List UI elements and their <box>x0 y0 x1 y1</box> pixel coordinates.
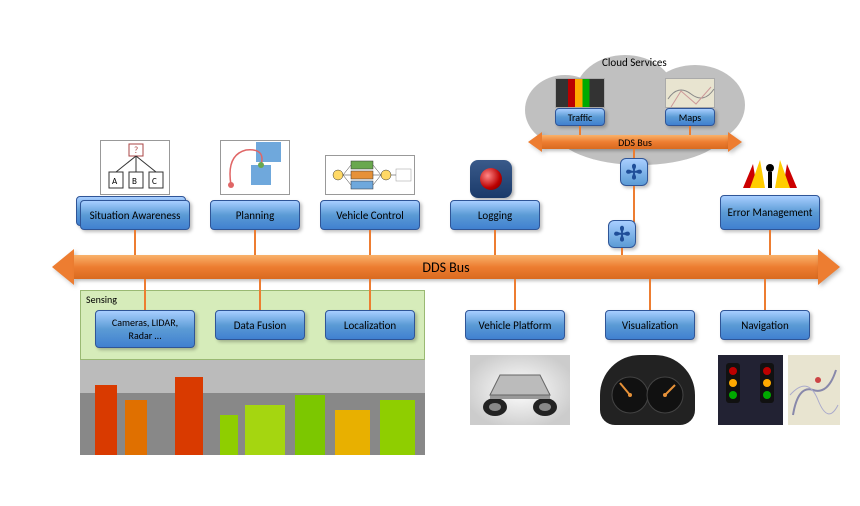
maps-thumb <box>665 78 715 108</box>
connector <box>514 279 516 310</box>
node-label: Data Fusion <box>234 319 286 332</box>
sensing-label: Sensing <box>86 293 117 306</box>
main-bus-label: DDS Bus <box>422 259 469 276</box>
connector <box>633 186 635 222</box>
node-platform: Vehicle Platform <box>465 310 565 340</box>
connector <box>369 279 371 310</box>
node-maps: Maps <box>665 108 715 126</box>
router-bottom <box>608 220 636 248</box>
connector <box>259 279 261 310</box>
chassis-image <box>470 355 570 425</box>
cloud-bus: DDS Bus <box>542 135 728 149</box>
dashboard-image <box>600 355 695 425</box>
cloud-bus-arrow-left <box>528 132 542 152</box>
svg-text:A: A <box>112 176 118 187</box>
main-bus-arrow-right <box>818 249 840 285</box>
node-errormgmt: Error Management <box>720 195 820 230</box>
node-situation: Situation Awareness <box>80 200 190 230</box>
planning-icon <box>220 140 290 195</box>
node-label: Situation Awareness <box>90 209 181 222</box>
connector <box>689 126 691 135</box>
connector <box>144 279 146 310</box>
connector <box>764 279 766 310</box>
node-label: Cameras, LIDAR, Radar … <box>100 316 190 342</box>
logging-icon <box>470 160 512 198</box>
connector <box>579 126 581 135</box>
situation-icon: ? A B C <box>100 140 170 195</box>
node-fusion: Data Fusion <box>215 310 305 340</box>
connector <box>769 230 771 258</box>
router-top <box>620 158 648 186</box>
node-label: Vehicle Control <box>336 209 404 222</box>
nav-map-image <box>788 355 840 425</box>
cloud-label: Cloud Services <box>602 56 667 69</box>
vehctrl-icon <box>325 155 415 195</box>
node-label: Traffic <box>568 111 593 124</box>
node-label: Visualization <box>622 319 678 332</box>
node-label: Logging <box>478 209 512 222</box>
connector <box>134 230 136 258</box>
svg-text:?: ? <box>134 145 138 156</box>
main-bus-arrow-left <box>52 249 74 285</box>
connector <box>633 149 635 158</box>
node-label: Localization <box>344 319 396 332</box>
connector <box>494 230 496 258</box>
connector <box>649 279 651 310</box>
node-label: Planning <box>236 209 275 222</box>
node-planning: Planning <box>210 200 300 230</box>
node-label: Error Management <box>728 206 813 219</box>
nav-lights-image <box>718 355 783 425</box>
connector <box>369 230 371 258</box>
sensing-scene-image <box>80 360 425 455</box>
cloud-bus-arrow-right <box>728 132 742 152</box>
node-local: Localization <box>325 310 415 340</box>
node-vehctrl: Vehicle Control <box>320 200 420 230</box>
main-bus: DDS Bus <box>74 255 818 279</box>
errormgmt-icon <box>735 158 805 196</box>
node-viz: Visualization <box>605 310 695 340</box>
svg-text:B: B <box>132 176 137 187</box>
cloud-bus-label: DDS Bus <box>618 136 652 149</box>
node-nav: Navigation <box>720 310 810 340</box>
node-label: Navigation <box>741 319 789 332</box>
node-cameras: Cameras, LIDAR, Radar … <box>95 310 195 348</box>
node-traffic: Traffic <box>555 108 605 126</box>
connector <box>254 230 256 258</box>
node-label: Maps <box>679 111 701 124</box>
traffic-thumb <box>555 78 605 108</box>
node-logging: Logging <box>450 200 540 230</box>
node-label: Vehicle Platform <box>479 319 552 332</box>
svg-text:C: C <box>152 176 157 187</box>
